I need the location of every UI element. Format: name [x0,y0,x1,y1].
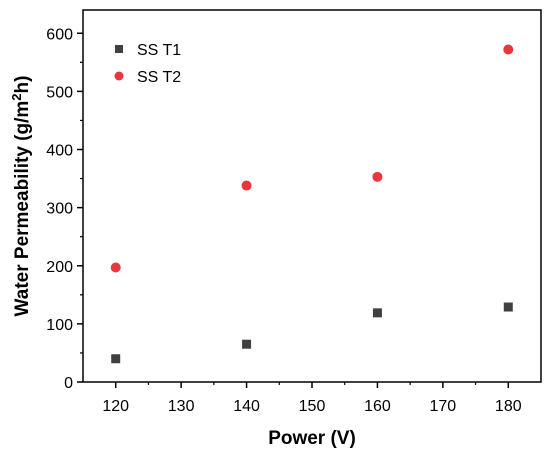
y-axis: 0 100 200 300 400 500 600 [46,26,83,392]
point-ss-t2 [241,180,252,191]
point-ss-t2 [372,171,383,182]
y-tick-label: 500 [46,84,73,101]
point-ss-t1 [503,302,513,312]
y-axis-title: Water Permeability (g/m2h) [9,76,33,317]
legend-label-ss-t1: SS T1 [137,42,181,59]
y-axis-title-main: Water Permeability (g/m [12,101,33,317]
point-ss-t1 [111,354,121,364]
legend-marker-ss-t1 [115,45,123,53]
data-points [110,44,514,364]
x-tick-label: 120 [102,398,129,415]
legend-marker-ss-t2 [114,71,124,81]
x-axis: 120 130 140 150 160 170 180 [102,382,522,415]
x-tick-label: 140 [233,398,260,415]
y-tick-label: 200 [46,259,73,276]
x-axis-title: Power (V) [268,428,356,449]
y-tick-label: 300 [46,201,73,218]
x-tick-label: 130 [168,398,195,415]
x-tick-label: 180 [495,398,522,415]
x-tick-label: 170 [430,398,457,415]
x-tick-label: 160 [364,398,391,415]
y-axis-title-sup: 2 [9,93,24,100]
y-tick-label: 600 [46,26,73,43]
y-tick-label: 100 [46,317,73,334]
point-ss-t2 [503,44,514,55]
point-ss-t1 [242,339,252,349]
y-tick-label: 0 [64,375,73,392]
y-tick-label: 400 [46,143,73,160]
point-ss-t1 [372,308,382,318]
y-axis-title-end: h) [12,76,33,94]
point-ss-t2 [110,262,121,273]
legend: SS T1 SS T2 [114,42,181,86]
legend-label-ss-t2: SS T2 [137,69,181,86]
x-tick-label: 150 [299,398,326,415]
plot-frame [82,9,542,383]
